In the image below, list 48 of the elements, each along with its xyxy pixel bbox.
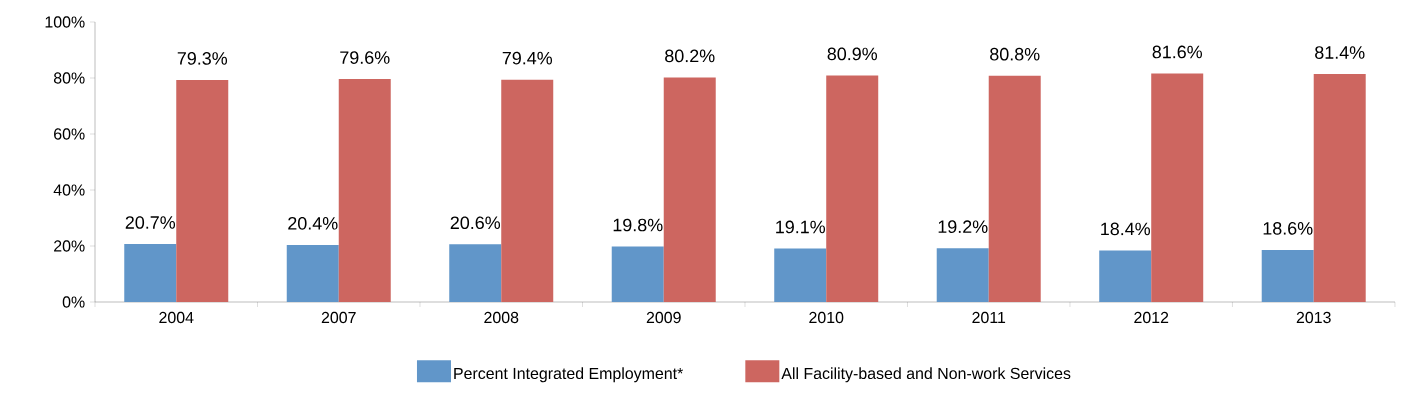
x-tick-label: 2008	[484, 311, 519, 324]
x-tick-label: 2013	[1296, 311, 1331, 324]
data-label: 79.3%	[177, 52, 228, 65]
bar	[1151, 73, 1204, 302]
data-label: 81.6%	[1152, 45, 1203, 59]
data-label: 80.8%	[990, 47, 1040, 61]
data-label: 79.4%	[502, 51, 553, 65]
data-label: 18.6%	[1263, 222, 1313, 235]
data-label: 80.9%	[827, 47, 878, 61]
bar	[774, 248, 827, 302]
bar	[611, 246, 664, 302]
x-tick-label: 2011	[972, 311, 1006, 324]
bar	[449, 244, 502, 302]
y-tick-label: 40%	[53, 184, 85, 196]
x-tick-label: 2004	[159, 311, 194, 324]
legend-label: All Facility-based and Non-work Services	[781, 367, 1071, 383]
bar	[936, 248, 989, 302]
bar	[124, 244, 177, 302]
data-label: 20.6%	[450, 216, 501, 230]
x-tick-label: 2009	[646, 311, 681, 324]
bar	[988, 75, 1041, 302]
y-tick-label: 20%	[54, 240, 85, 252]
data-label: 80.2%	[665, 49, 715, 63]
data-label: 20.4%	[288, 216, 338, 230]
bar	[338, 79, 391, 302]
data-label: 18.4%	[1101, 222, 1151, 236]
data-label: 81.4%	[1315, 46, 1365, 59]
data-label: 19.2%	[938, 220, 988, 234]
y-tick-label: 0%	[62, 296, 85, 308]
legend-label: Percent Integrated Employment*	[454, 367, 684, 383]
data-label: 79.6%	[340, 51, 390, 64]
bar	[286, 244, 339, 302]
y-tick-label: 80%	[53, 72, 85, 84]
bar	[176, 79, 229, 302]
bar	[1313, 74, 1366, 302]
data-label: 20.7%	[125, 216, 176, 229]
bar	[1099, 250, 1152, 302]
bar	[663, 77, 716, 302]
bar	[1261, 249, 1314, 302]
x-tick-label: 2010	[809, 311, 844, 324]
y-tick-label: 100%	[45, 16, 85, 28]
y-tick-label: 60%	[54, 128, 85, 140]
bar	[826, 75, 879, 302]
data-label: 19.8%	[613, 218, 663, 232]
x-tick-label: 2007	[321, 311, 356, 324]
data-label: 19.1%	[776, 220, 826, 234]
bar	[501, 79, 554, 302]
x-tick-label: 2012	[1134, 311, 1169, 324]
